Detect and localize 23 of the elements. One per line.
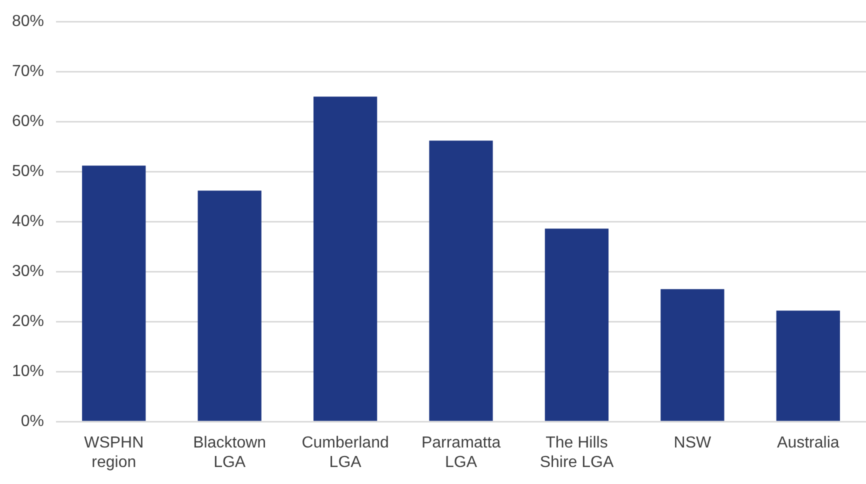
y-tick-label: 70% bbox=[12, 63, 44, 80]
x-tick-label: Australia bbox=[777, 434, 840, 452]
bar bbox=[429, 140, 493, 421]
y-tick-label: 0% bbox=[20, 413, 44, 430]
y-tick-label: 40% bbox=[12, 213, 44, 230]
bar bbox=[82, 166, 146, 421]
bar bbox=[776, 310, 840, 421]
y-tick-label: 50% bbox=[12, 163, 44, 180]
y-tick-label: 10% bbox=[12, 363, 44, 380]
x-tick-label: Cumberland LGA bbox=[302, 434, 389, 471]
y-tick-label: 60% bbox=[12, 113, 44, 130]
bar bbox=[313, 96, 378, 421]
bar bbox=[544, 228, 609, 421]
bar bbox=[660, 289, 724, 421]
x-tick-label: NSW bbox=[674, 434, 712, 452]
bar bbox=[198, 190, 262, 421]
y-tick-label: 30% bbox=[12, 263, 44, 280]
x-tick-label: Parramatta LGA bbox=[421, 434, 501, 471]
y-tick-label: 20% bbox=[12, 313, 44, 330]
x-tick-label: WSPHN region bbox=[84, 434, 144, 471]
y-tick-label: 80% bbox=[12, 13, 44, 30]
x-tick-label: The Hills Shire LGA bbox=[540, 434, 614, 471]
x-tick-label: Blacktown LGA bbox=[193, 434, 266, 471]
